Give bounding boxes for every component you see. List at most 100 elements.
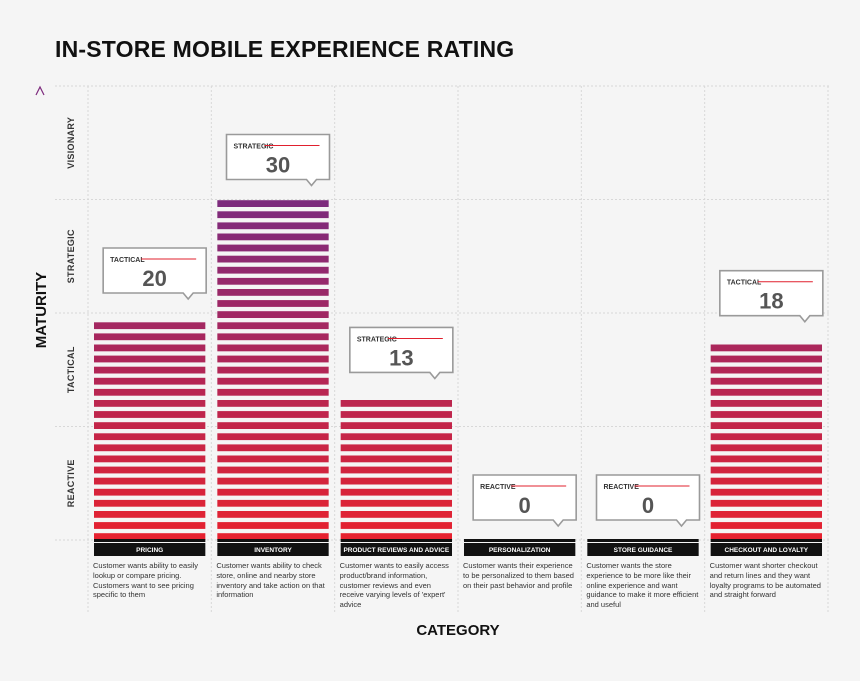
bar-stripe xyxy=(340,433,452,441)
bar-stripe xyxy=(217,355,329,363)
bar-stripe xyxy=(710,377,822,385)
bar-stripe xyxy=(94,377,206,385)
y-axis-title-bg xyxy=(30,260,50,360)
bar-stripe xyxy=(340,400,452,407)
bar-stripe xyxy=(710,344,822,352)
callout-value: 18 xyxy=(759,289,783,314)
y-axis-arrow xyxy=(35,85,45,96)
bar-stripe xyxy=(217,211,329,219)
bar-stripe xyxy=(217,300,329,307)
callout-value: 0 xyxy=(642,493,654,518)
bar-stripe xyxy=(340,511,452,518)
bar-stripe xyxy=(710,388,822,396)
bar-stripe xyxy=(217,377,329,385)
level-label-strategic: STRATEGIC xyxy=(66,229,76,283)
callout-value: 0 xyxy=(519,493,531,518)
callout-value: 30 xyxy=(266,153,290,178)
bar-stripe xyxy=(217,422,329,429)
bar-stripe xyxy=(340,444,452,452)
bar-stripe xyxy=(94,455,206,463)
bar-stripe xyxy=(217,366,329,374)
bar-stripe xyxy=(94,533,206,540)
bar-stripe xyxy=(217,200,329,207)
callout-box xyxy=(349,326,454,380)
bar-stripe xyxy=(94,433,206,441)
y-axis-title: MATURITY xyxy=(33,272,50,348)
category-description: Customer wants their experience to be pe… xyxy=(463,561,574,590)
bar-base-line xyxy=(464,539,576,542)
bar-base-line xyxy=(217,539,329,542)
callout-box xyxy=(719,269,824,323)
bar-stripe xyxy=(217,477,329,485)
category-label-bg xyxy=(710,543,822,556)
bar-stripe xyxy=(340,466,452,474)
category-description: Customer wants to easily access product/… xyxy=(339,561,449,610)
bar-stripe xyxy=(340,411,452,418)
category-label: PRICING xyxy=(136,547,163,554)
callout-level: STRATEGIC xyxy=(234,144,274,151)
category-description: Customer want shorter checkout and retur… xyxy=(709,561,821,600)
bar-stripe xyxy=(94,344,206,352)
bar-stripe xyxy=(94,466,206,474)
callout-level: REACTIVE xyxy=(480,484,516,491)
category-label-bg xyxy=(217,543,329,556)
bar-stripe xyxy=(217,400,329,407)
bar-1 xyxy=(217,200,329,540)
bar-stripe xyxy=(94,322,206,330)
category-label: INVENTORY xyxy=(254,547,292,554)
bar-stripe xyxy=(340,477,452,485)
bar-stripe xyxy=(217,344,329,352)
bar-stripe xyxy=(217,444,329,452)
level-label-tactical: TACTICAL xyxy=(66,346,76,393)
level-label-reactive: REACTIVE xyxy=(66,459,76,507)
bar-stripe xyxy=(94,444,206,452)
callout-value: 13 xyxy=(389,345,413,370)
category-label-bg xyxy=(464,543,576,556)
bar-stripe xyxy=(217,233,329,241)
callout-box xyxy=(595,474,701,528)
bar-stripe xyxy=(340,533,452,540)
category-description: Customer wants ability to check store, o… xyxy=(216,561,325,600)
category-label: CHECKOUT AND LOYALTY xyxy=(725,547,809,554)
bar-stripe xyxy=(217,277,329,285)
bar-0 xyxy=(94,322,206,540)
bar-base-line xyxy=(587,539,699,542)
bar-stripe xyxy=(217,322,329,330)
bar-stripe xyxy=(340,499,452,507)
bar-stripe xyxy=(94,422,206,429)
callout-box xyxy=(225,133,331,187)
bar-stripe xyxy=(710,533,822,540)
bar-stripe xyxy=(94,499,206,507)
bar-stripe xyxy=(217,411,329,418)
bar-stripe xyxy=(340,488,452,496)
bar-stripe xyxy=(710,433,822,441)
category-label: STORE GUIDANCE xyxy=(614,547,673,554)
bar-stripe xyxy=(217,255,329,263)
bar-stripe xyxy=(217,244,329,252)
bar-5 xyxy=(710,344,822,540)
chart-title: IN-STORE MOBILE EXPERIENCE RATING xyxy=(55,36,515,62)
category-label: PERSONALIZATION xyxy=(489,547,551,554)
bar-stripe xyxy=(710,499,822,507)
category-label-bg xyxy=(587,543,699,556)
bar-stripe xyxy=(94,488,206,496)
bar-stripe xyxy=(217,488,329,496)
bar-stripe xyxy=(94,355,206,363)
callout-level: STRATEGIC xyxy=(357,336,397,343)
bar-base-line xyxy=(94,539,206,542)
bar-stripe xyxy=(710,355,822,363)
bar-stripe xyxy=(710,488,822,496)
bar-stripe xyxy=(710,522,822,529)
bar-stripe xyxy=(94,411,206,418)
category-label: PRODUCT REVIEWS AND ADVICE xyxy=(343,547,449,554)
category-label-bg xyxy=(94,543,206,556)
callout-box xyxy=(472,474,577,528)
bar-stripe xyxy=(94,388,206,396)
bar-stripe xyxy=(710,422,822,429)
bar-stripe xyxy=(710,400,822,407)
bar-stripe xyxy=(217,266,329,274)
x-axis-title: CATEGORY xyxy=(416,622,499,639)
bar-stripe xyxy=(217,311,329,318)
bar-stripe xyxy=(710,466,822,474)
